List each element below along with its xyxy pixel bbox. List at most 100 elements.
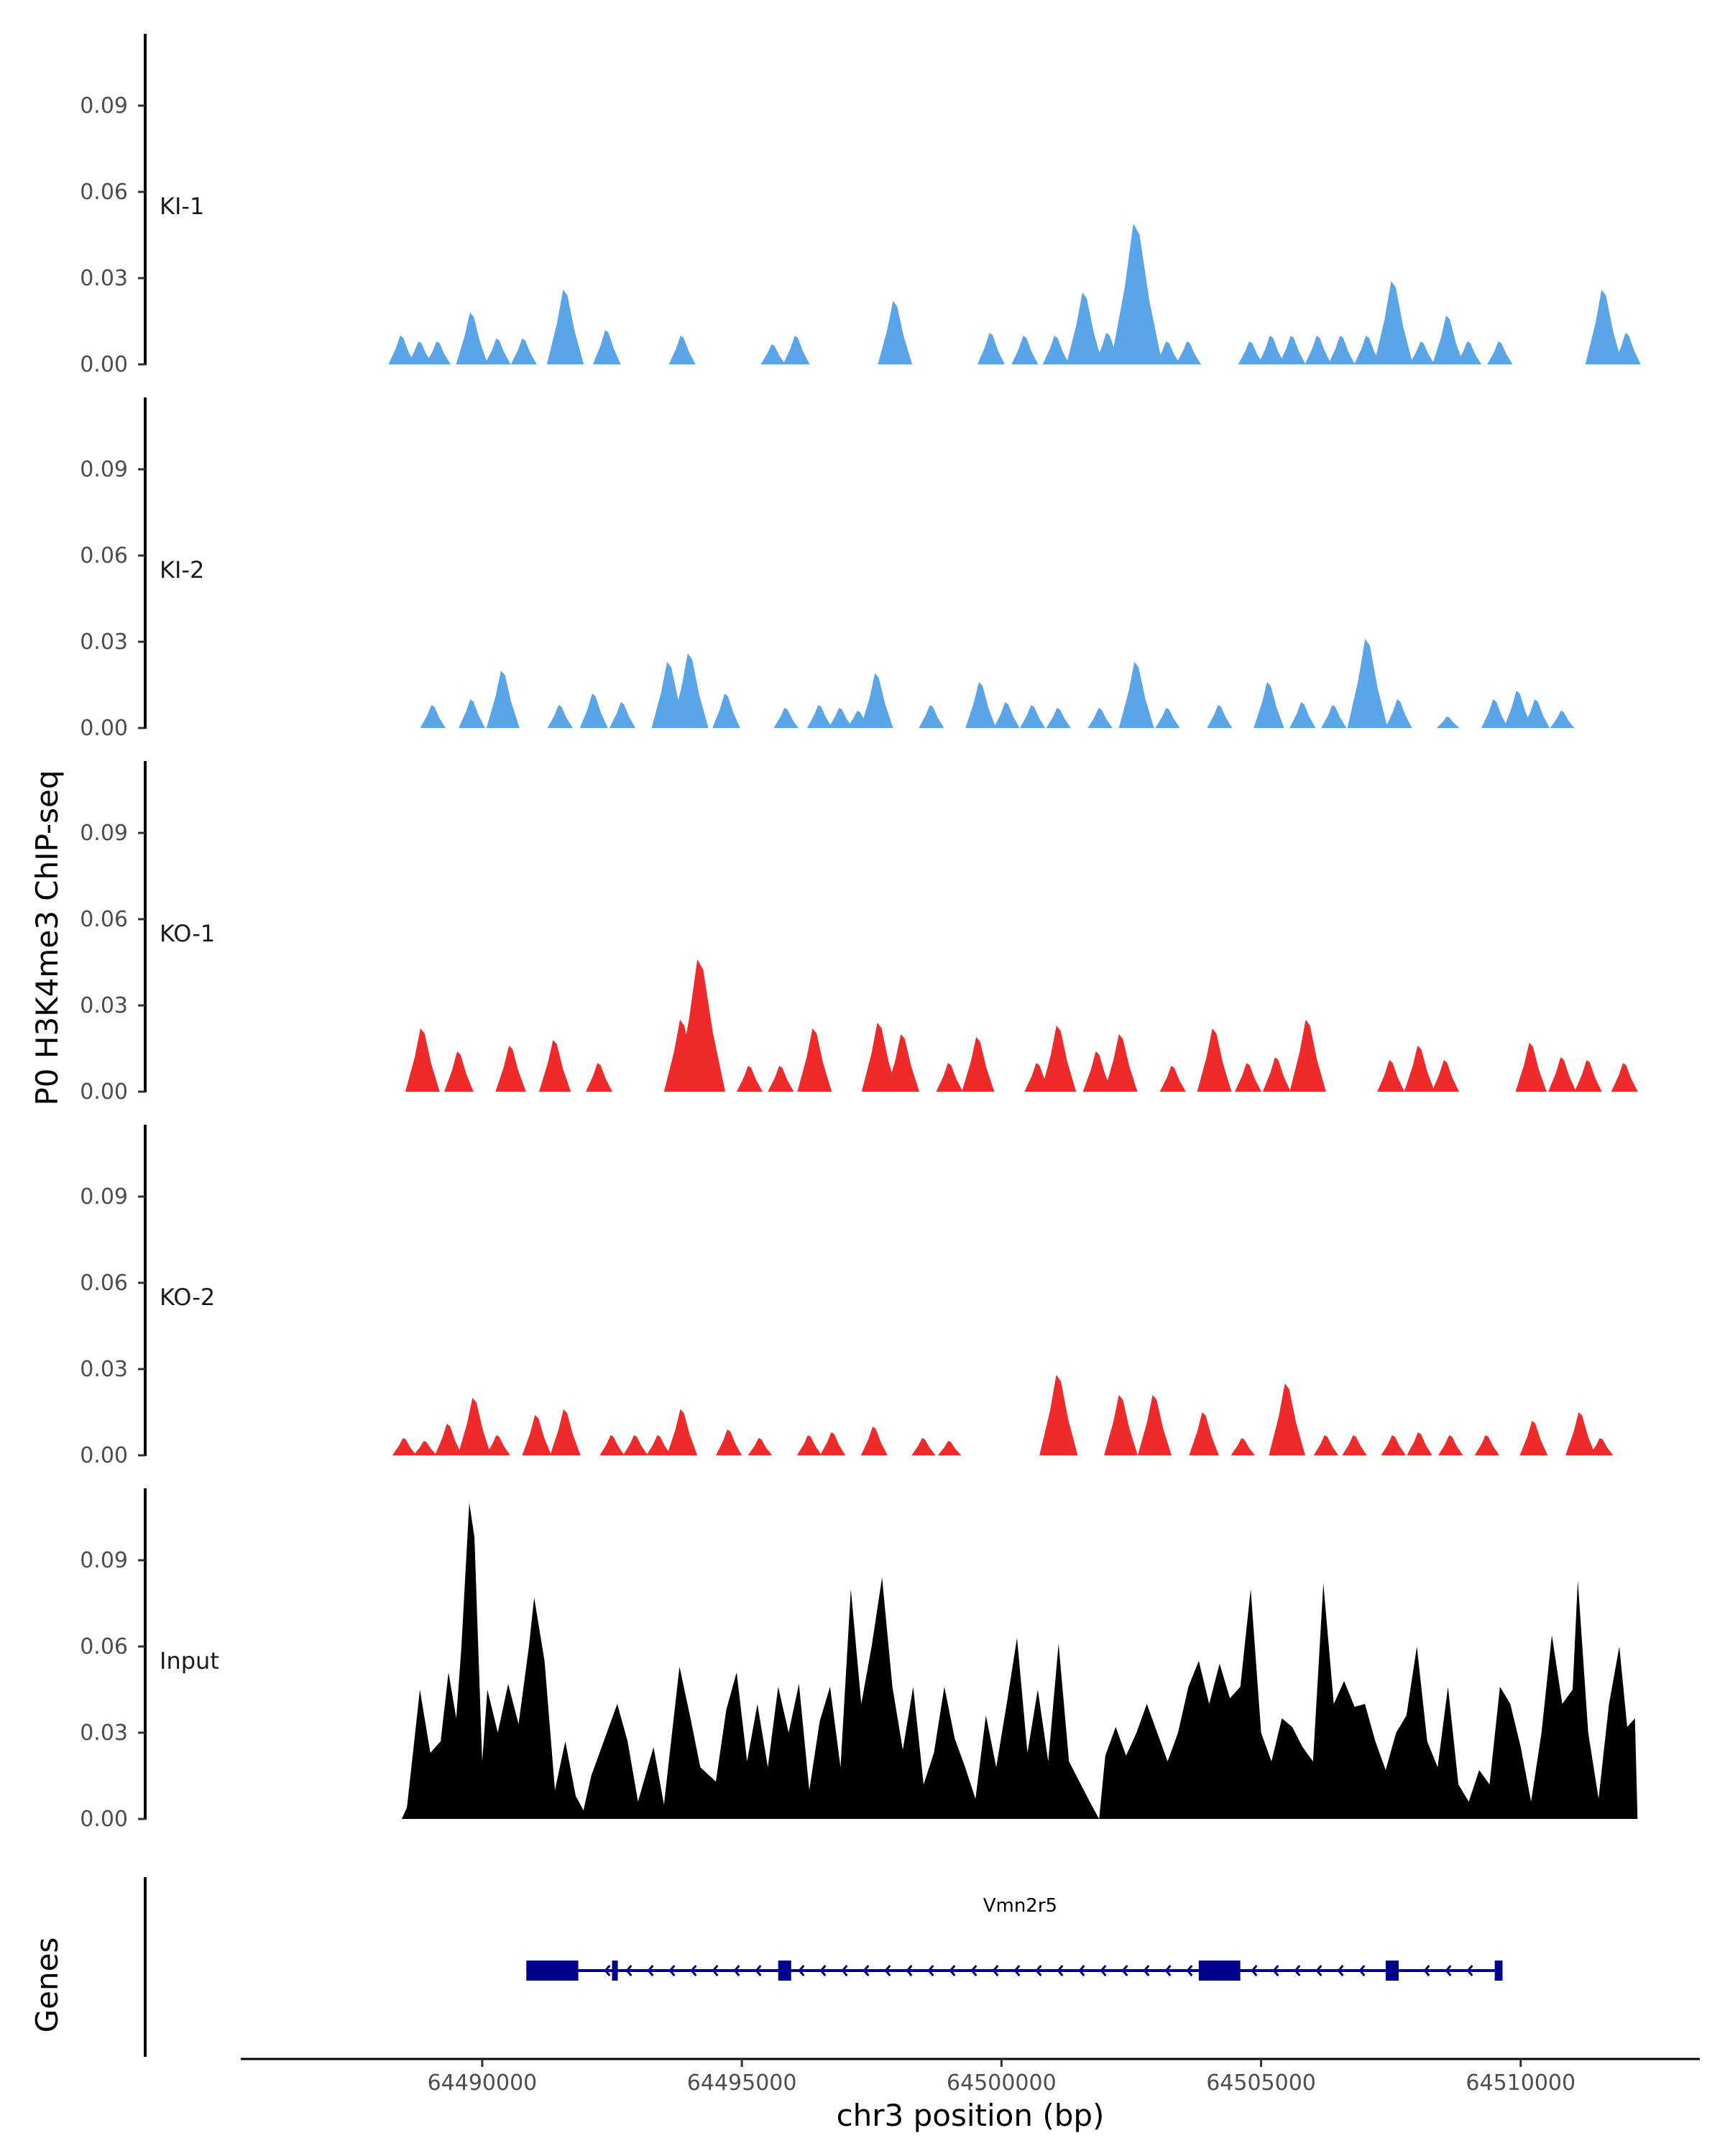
strand-arrow — [949, 1965, 956, 1976]
strand-arrow — [1251, 1965, 1258, 1976]
signal-peak — [388, 336, 415, 364]
strand-arrow — [1445, 1965, 1452, 1976]
signal-peak — [1438, 1435, 1463, 1455]
strand-arrow — [647, 1965, 654, 1976]
signal-peak — [1504, 691, 1533, 728]
track-label: KO-2 — [160, 1284, 215, 1311]
signal-area — [401, 1503, 1638, 1819]
signal-peak — [1585, 290, 1623, 364]
signal-peak — [886, 1034, 920, 1092]
signal-peak — [1409, 341, 1435, 364]
signal-peak — [1175, 341, 1202, 364]
signal-peak — [1522, 699, 1550, 728]
signal-peak — [1197, 1028, 1232, 1092]
track-label: Input — [160, 1647, 219, 1674]
signal-peak — [1354, 336, 1381, 364]
signal-peak — [1207, 705, 1233, 728]
signal-peak — [1550, 711, 1575, 728]
signal-peak — [1548, 1057, 1576, 1092]
signal-peak — [592, 330, 621, 364]
y-tick-label: 0.00 — [80, 1807, 128, 1832]
signal-peak — [1328, 336, 1356, 364]
signal-peak — [1305, 336, 1332, 364]
strand-arrow — [1315, 1965, 1322, 1976]
signal-peak — [783, 336, 810, 364]
gene-label: Vmn2r5 — [983, 1895, 1057, 1917]
y-tick-label: 0.00 — [80, 716, 128, 741]
y-tick-label: 0.03 — [80, 993, 128, 1018]
gene-exon — [778, 1961, 791, 1981]
signal-peak — [993, 702, 1020, 728]
signal-peak — [1289, 1020, 1326, 1092]
strand-arrow — [1358, 1965, 1366, 1976]
signal-peak — [860, 1427, 888, 1455]
signal-peak — [1407, 1432, 1432, 1455]
signal-peak — [1574, 1060, 1602, 1092]
signal-peak — [522, 1415, 552, 1455]
signal-peak — [1385, 699, 1412, 728]
signal-peak — [1519, 1421, 1548, 1455]
signal-peak — [585, 1063, 612, 1092]
signal-peak — [1279, 336, 1306, 364]
signal-peak — [458, 699, 485, 728]
signal-peak — [712, 694, 740, 728]
strand-arrow — [712, 1965, 719, 1976]
signal-peak — [456, 313, 488, 364]
track-label: KI-2 — [160, 556, 204, 584]
strand-arrow — [1186, 1965, 1193, 1976]
signal-peak — [1347, 639, 1388, 728]
signal-peak — [1154, 341, 1181, 364]
strand-arrow — [690, 1965, 697, 1976]
signal-peak — [1342, 1435, 1367, 1455]
track-label: KO-1 — [160, 920, 215, 947]
signal-peak — [1613, 333, 1641, 364]
signal-peak — [1020, 705, 1046, 728]
strand-arrow — [668, 1965, 676, 1976]
strand-arrow — [733, 1965, 740, 1976]
y-tick-label: 0.03 — [80, 630, 128, 655]
signal-peak — [1289, 702, 1316, 728]
x-tick-label: 64495000 — [687, 2070, 797, 2096]
y-tick-label: 0.06 — [80, 907, 128, 932]
signal-peak — [1481, 699, 1509, 728]
signal-peak — [1436, 717, 1460, 728]
signal-peak — [1082, 1051, 1113, 1092]
signal-peak — [965, 682, 996, 728]
track-ki-2: 0.00 0.03 0.06 0.09 KI-2 — [80, 397, 1575, 741]
y-tick-label: 0.03 — [80, 1720, 128, 1746]
signal-peak — [1474, 1435, 1499, 1455]
signal-peak — [1046, 708, 1071, 728]
strand-arrow — [970, 1965, 978, 1976]
signal-peak — [671, 653, 709, 728]
track-ko-1: 0.00 0.03 0.06 0.09 KO-1 — [80, 761, 1638, 1105]
y-tick-label: 0.09 — [80, 821, 128, 846]
signal-peak — [1011, 336, 1039, 364]
signal-peak — [1039, 1375, 1078, 1455]
signal-peak — [1087, 708, 1113, 728]
gene-exon — [1198, 1961, 1241, 1981]
signal-peak — [420, 705, 446, 728]
signal-peak — [599, 1435, 625, 1455]
y-tick-label: 0.06 — [80, 1634, 128, 1659]
strand-arrow — [862, 1965, 870, 1976]
strand-arrow — [1164, 1965, 1172, 1976]
signal-peak — [1432, 315, 1464, 364]
strand-arrow — [1035, 1965, 1042, 1976]
signal-peak — [609, 702, 636, 728]
signal-peak — [1110, 224, 1163, 364]
signal-peak — [1589, 1438, 1614, 1455]
signal-peak — [547, 705, 573, 728]
track-label: KI-1 — [160, 193, 204, 220]
signal-peak — [405, 1028, 440, 1092]
x-axis: 64490000 64495000 64500000 64505000 64510000… — [241, 2058, 1700, 2133]
signal-peak — [510, 338, 537, 364]
gene-track: Genes Vmn2r5 — [29, 1877, 1503, 2057]
signal-peak — [1159, 1066, 1186, 1092]
signal-peak — [668, 336, 696, 364]
signal-peak — [937, 1441, 962, 1455]
signal-peak — [828, 708, 853, 728]
signal-peak — [550, 1409, 581, 1455]
track-input: 0.00 0.03 0.06 0.09 Input — [80, 1488, 1638, 1832]
y-tick-label: 0.09 — [80, 457, 128, 482]
signal-peak — [773, 708, 799, 728]
